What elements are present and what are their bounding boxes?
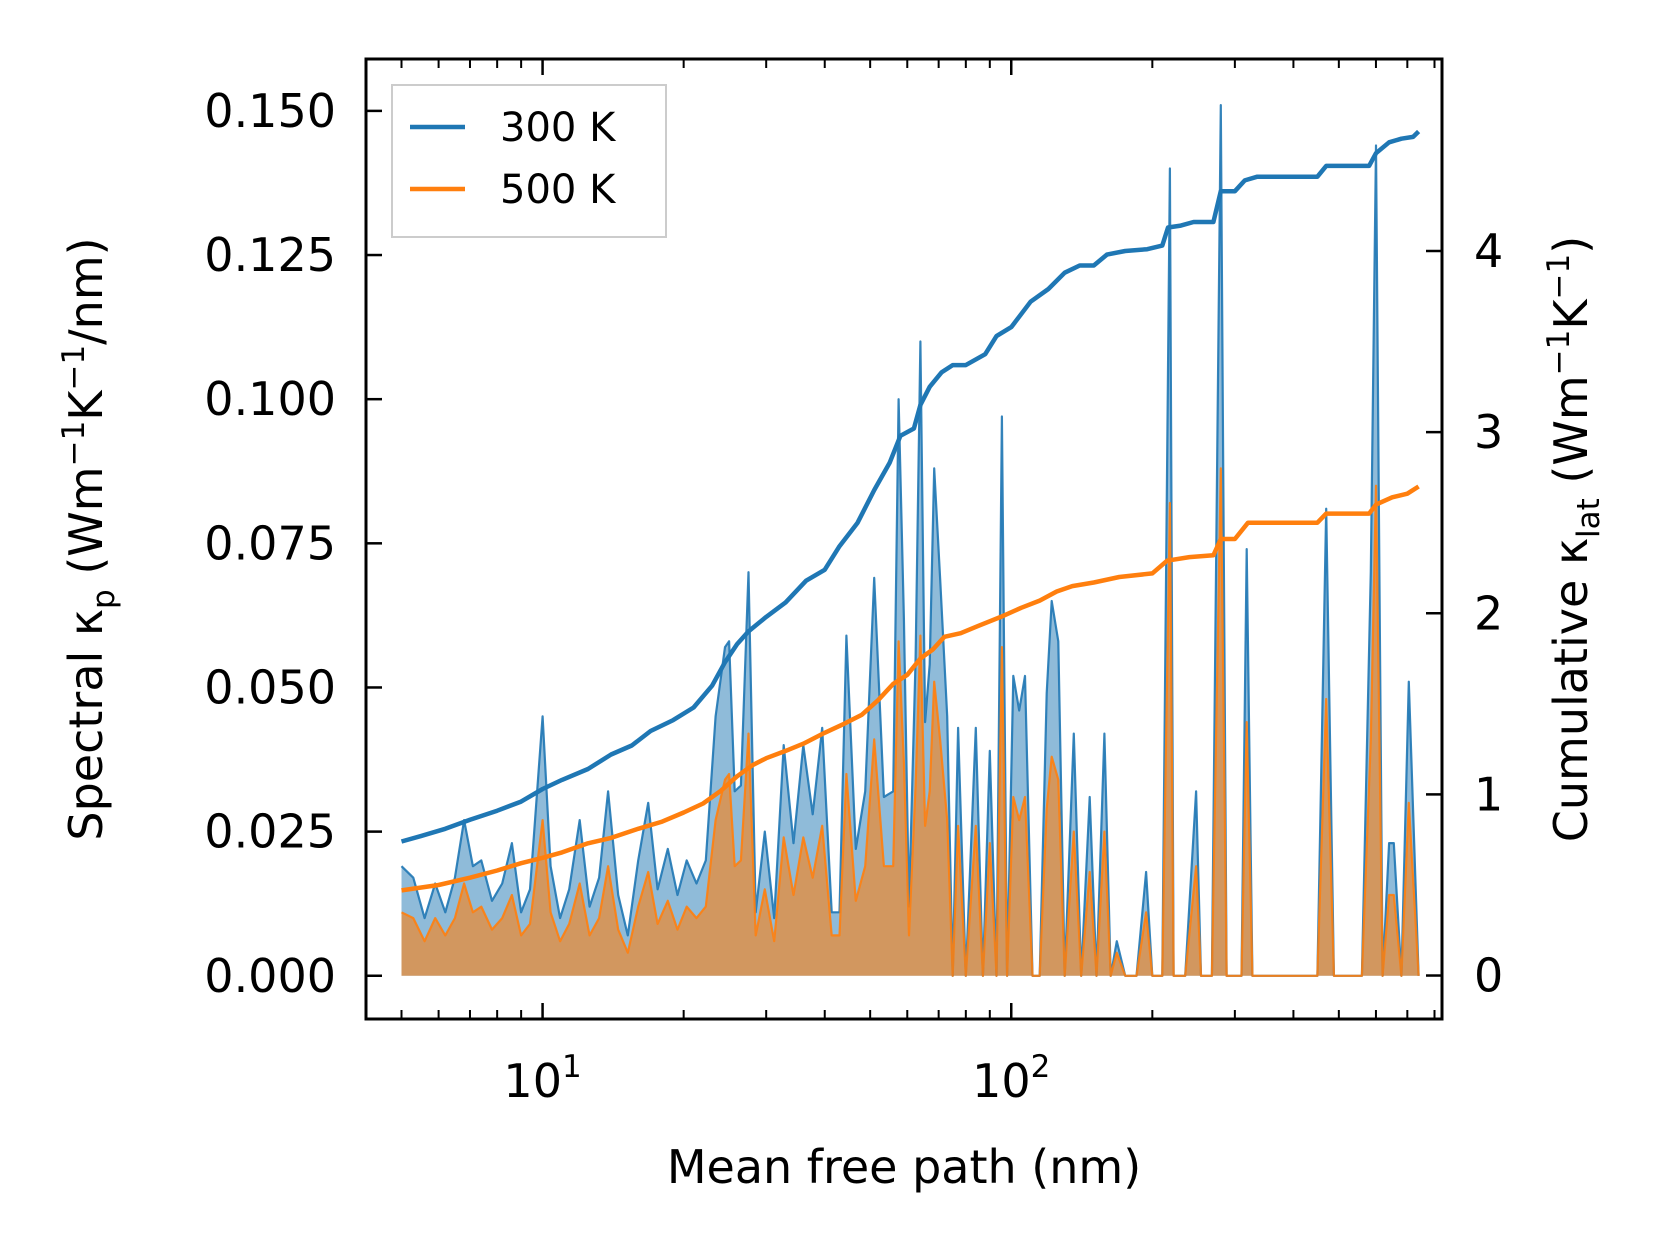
cumulative-lines: [400, 129, 1421, 893]
x-tick-label: 101: [503, 1049, 581, 1108]
y-right-tick-label: 0: [1474, 949, 1503, 1003]
x-axis-label: Mean free path (nm): [667, 1140, 1141, 1194]
spectral-fill-300k: [401, 105, 1419, 976]
ticks: 101 1020.0000.0250.0500.0750.1000.1250.15…: [204, 59, 1503, 1108]
y-axis-label-right: Cumulative κlat (Wm−1K−1): [1541, 236, 1607, 842]
y-left-tick-label: 0.100: [204, 372, 336, 426]
y-right-tick-label: 2: [1474, 586, 1503, 640]
y-axis-label-left: Spectral κp (Wm−1K−1/nm): [56, 237, 122, 840]
cumulative-line-300k: [400, 129, 1421, 844]
legend-label-500k: 500 K: [500, 167, 617, 213]
y-left-tick-label: 0.150: [204, 84, 336, 138]
spectral-fills: [401, 105, 1419, 976]
legend-label-300k: 300 K: [500, 105, 617, 151]
y-left-tick-label: 0.050: [204, 660, 336, 714]
legend: 300 K 500 K: [391, 84, 667, 238]
y-right-tick-label: 3: [1474, 405, 1503, 459]
y-left-tick-label: 0.125: [204, 228, 336, 282]
x-tick-label: 102: [972, 1049, 1050, 1108]
y-left-tick-label: 0.000: [204, 949, 336, 1003]
y-left-tick-label: 0.025: [204, 805, 336, 859]
spectral-line-300k: [400, 104, 1420, 977]
y-left-tick-label: 0.075: [204, 516, 336, 570]
cumulative-line-500k: [401, 484, 1420, 893]
plot-frame: [364, 57, 1444, 1021]
legend-frame: [391, 84, 667, 238]
spectral-fill-500k: [401, 468, 1419, 976]
y-right-tick-label: 1: [1474, 767, 1503, 821]
y-right-tick-label: 4: [1474, 224, 1503, 278]
spectral-line-500k: [401, 467, 1420, 977]
spectral-lines: [400, 104, 1420, 977]
plot-area: [400, 104, 1421, 977]
